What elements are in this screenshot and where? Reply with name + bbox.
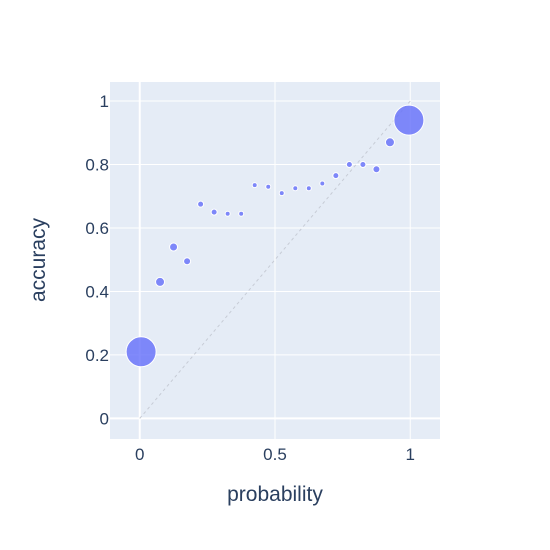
x-axis-title: probability <box>227 483 323 506</box>
data-point <box>238 210 245 217</box>
x-tick-label: 0 <box>135 445 144 464</box>
data-point <box>332 172 340 180</box>
y-tick-label: 0.8 <box>85 156 109 175</box>
data-point <box>278 190 285 197</box>
data-point <box>319 180 326 187</box>
tick-labels: 0 0.5 1 0 0.2 0.4 0.6 0.8 1 <box>85 92 415 464</box>
y-tick-label: 0.2 <box>85 346 109 365</box>
data-point <box>292 185 299 192</box>
data-point <box>155 276 166 287</box>
data-point <box>224 210 231 217</box>
data-point <box>393 104 425 136</box>
data-point <box>265 183 272 190</box>
y-tick-label: 0 <box>100 409 109 428</box>
y-tick-label: 1 <box>100 92 109 111</box>
data-point <box>197 200 205 208</box>
y-tick-label: 0.6 <box>85 219 109 238</box>
y-axis-title: accuracy <box>27 217 50 302</box>
data-point <box>305 185 312 192</box>
data-point <box>183 257 192 266</box>
data-point <box>210 208 218 216</box>
x-tick-label: 0.5 <box>263 445 287 464</box>
data-point <box>169 242 179 252</box>
data-points <box>125 104 425 368</box>
grid-lines <box>110 82 440 439</box>
data-point <box>384 137 395 148</box>
data-point <box>372 165 381 174</box>
data-point <box>345 161 353 169</box>
data-point <box>359 161 367 169</box>
data-point <box>251 182 258 189</box>
y-tick-label: 0.4 <box>85 282 109 301</box>
x-tick-label: 1 <box>406 445 415 464</box>
data-point <box>125 336 157 368</box>
